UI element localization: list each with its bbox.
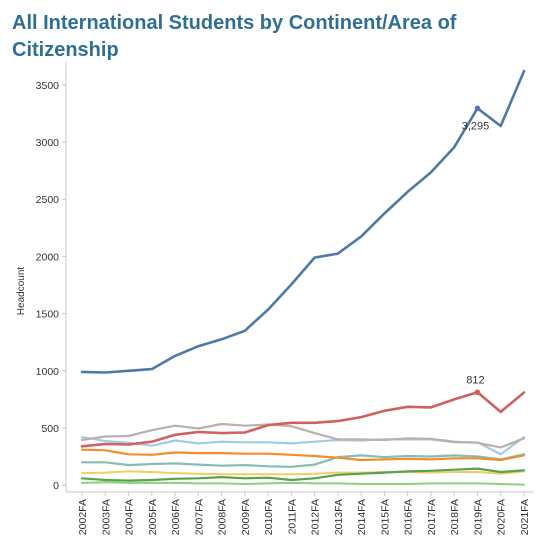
y-tick-label: 2000 [36, 251, 60, 263]
x-tick-label: 2020FA [496, 499, 508, 535]
data-label-0: 3,295 [462, 120, 490, 132]
chart-title: All International Students by Continent/… [12, 12, 457, 61]
x-tick-label: 2010FA [263, 499, 275, 535]
x-tick-label: 2006FA [170, 499, 182, 535]
annotation-marker [474, 105, 481, 112]
y-tick-label: 2500 [36, 194, 60, 206]
x-tick-label: 2017FA [426, 499, 438, 535]
y-tick-label: 1000 [36, 366, 60, 378]
series-line-2 [80, 422, 526, 449]
y-tick-label: 3500 [36, 80, 60, 92]
x-tick-label: 2012FA [310, 499, 322, 535]
series-line-4 [80, 448, 526, 462]
series-line-7 [81, 470, 525, 476]
y-tick-label: 1500 [36, 309, 60, 321]
y-tick-label: 3000 [36, 137, 60, 149]
data-label-1: 812 [466, 374, 484, 386]
x-tick-label: 2011FA [286, 499, 298, 534]
series-line-0 [80, 69, 526, 374]
x-tick-label: 2016FA [403, 499, 415, 535]
x-tick-label: 2007FA [193, 499, 205, 535]
x-tick-label: 2014FA [356, 499, 368, 535]
x-tick-label: 2002FA [77, 499, 89, 535]
series-line-8 [81, 481, 525, 486]
x-tick-label: 2018FA [449, 499, 461, 535]
series-line-5 [80, 453, 526, 468]
x-tick-label: 2004FA [124, 499, 136, 535]
series-line-1 [80, 390, 526, 448]
y-tick-label: 500 [41, 423, 59, 435]
annotation-marker [474, 389, 481, 396]
x-tick-label: 2013FA [333, 499, 345, 535]
x-tick-label: 2021FA [519, 499, 531, 535]
x-tick-label: 2003FA [100, 499, 112, 535]
y-axis-title: Headcount [16, 267, 27, 316]
x-tick-label: 2005FA [147, 499, 159, 535]
x-tick-label: 2008FA [217, 499, 229, 535]
series-line-6 [80, 467, 526, 482]
x-tick-label: 2019FA [472, 499, 484, 535]
y-tick-label: 0 [53, 480, 59, 492]
series-line-3 [80, 436, 526, 456]
x-tick-label: 2015FA [379, 499, 391, 535]
x-tick-label: 2009FA [240, 499, 252, 535]
